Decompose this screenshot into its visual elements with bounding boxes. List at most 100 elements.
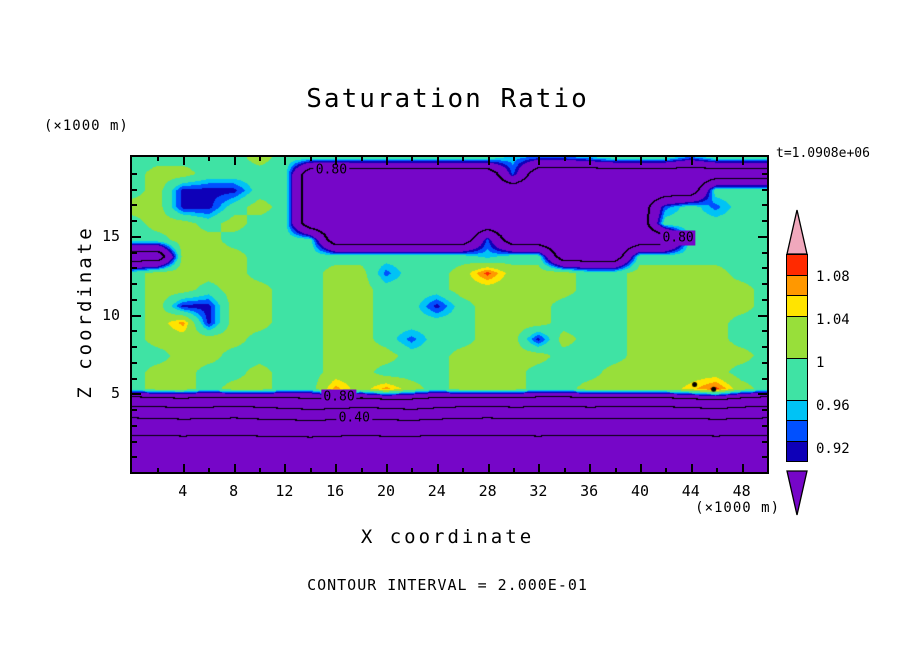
z-tick-label: 5 — [110, 384, 120, 403]
z-tick — [132, 456, 137, 459]
x-tick — [487, 464, 490, 472]
x-tick — [462, 157, 465, 161]
z-tick — [132, 235, 141, 238]
x-tick — [614, 157, 617, 161]
x-tick — [614, 468, 617, 472]
x-tick — [386, 157, 388, 165]
z-axis-units-label: (×1000 m) — [44, 118, 129, 134]
x-tick — [741, 464, 744, 472]
x-axis-title: X coordinate — [360, 526, 535, 548]
x-tick — [284, 157, 287, 165]
z-tick — [762, 440, 767, 443]
x-tick — [665, 468, 668, 472]
contour-label: 0.40 — [336, 410, 372, 426]
x-tick — [284, 464, 287, 472]
z-tick — [132, 314, 141, 317]
x-tick — [259, 157, 261, 161]
x-tick — [411, 468, 414, 472]
colorbar-label: 1.08 — [816, 268, 850, 285]
plot-area: 0.80 0.80 0.80 0.40 4 8 12 16 20 24 28 32 36 40 44 48 5 1… — [102, 155, 769, 500]
z-tick — [762, 204, 767, 207]
colorbar-band — [786, 357, 808, 401]
x-tick-label: 24 — [427, 482, 446, 500]
x-tick — [462, 468, 465, 472]
z-tick — [762, 220, 767, 222]
z-tick — [132, 424, 137, 427]
x-tick — [665, 157, 668, 161]
time-label: t=1.0908e+06 — [776, 146, 870, 161]
x-tick — [182, 157, 185, 165]
z-tick — [762, 409, 767, 411]
x-tick — [335, 157, 338, 165]
x-tick — [513, 157, 515, 161]
x-tick-label: 32 — [529, 482, 548, 500]
x-tick — [208, 468, 211, 472]
saturation-field-canvas — [132, 157, 767, 472]
x-tick — [233, 157, 236, 165]
z-tick — [758, 314, 767, 317]
z-tick — [762, 188, 767, 191]
x-tick-label: 48 — [732, 482, 751, 500]
page-title: Saturation Ratio — [306, 84, 589, 114]
x-tick — [335, 464, 338, 472]
x-tick — [436, 157, 439, 165]
z-tick — [132, 204, 137, 207]
z-tick — [132, 267, 137, 270]
colorbar-label: 1.04 — [816, 311, 850, 328]
x-tick — [589, 464, 592, 472]
x-axis-units-label: (×1000 m) — [695, 500, 780, 516]
z-tick — [132, 440, 137, 443]
z-tick — [132, 361, 137, 364]
x-tick — [690, 464, 693, 472]
x-tick — [690, 157, 693, 165]
z-tick — [132, 377, 137, 380]
x-tick — [513, 468, 515, 472]
x-tick-label: 20 — [376, 482, 396, 500]
x-tick — [233, 464, 236, 472]
x-tick — [538, 464, 541, 472]
x-tick-label: 40 — [630, 482, 650, 500]
colorbar-band — [786, 254, 808, 276]
x-tick-label: 28 — [478, 482, 497, 500]
z-tick — [132, 188, 137, 191]
z-tick — [762, 456, 767, 459]
x-tick — [741, 157, 744, 165]
colorbar-band — [786, 295, 808, 317]
x-tick — [259, 468, 261, 472]
z-tick — [762, 330, 767, 333]
z-tick — [758, 393, 767, 396]
z-tick — [762, 172, 767, 175]
z-tick — [762, 346, 767, 348]
z-tick — [762, 251, 767, 254]
colorbar-band — [786, 274, 808, 296]
colorbar-bands — [786, 254, 808, 462]
x-tick — [716, 468, 719, 472]
x-tick — [640, 157, 642, 165]
x-tick-label: 16 — [326, 482, 345, 500]
x-tick-label: 36 — [580, 482, 599, 500]
x-tick — [538, 157, 541, 165]
z-tick-label: 10 — [101, 305, 120, 324]
z-tick — [762, 361, 767, 364]
colorbar-band — [786, 420, 808, 442]
z-tick — [132, 172, 137, 175]
x-tick-label: 44 — [681, 482, 700, 500]
x-tick-label: 4 — [178, 482, 188, 500]
z-tick — [132, 330, 137, 333]
contour-label: 0.80 — [321, 389, 357, 405]
z-tick — [132, 220, 137, 222]
colorbar-label: 0.96 — [816, 397, 850, 414]
z-tick — [132, 346, 137, 348]
z-tick — [762, 283, 767, 285]
contour-interval-note: CONTOUR INTERVAL = 2.000E-01 — [307, 576, 588, 594]
colorbar-label: 1 — [816, 354, 825, 371]
z-tick — [762, 298, 767, 301]
z-tick — [132, 251, 137, 254]
z-tick — [132, 298, 137, 301]
x-tick — [640, 464, 642, 472]
z-tick — [758, 235, 767, 238]
colorbar: 1.08 1.04 1 0.96 0.92 — [786, 209, 886, 519]
x-tick — [208, 157, 211, 161]
x-tick — [487, 157, 490, 165]
x-tick — [589, 157, 592, 165]
